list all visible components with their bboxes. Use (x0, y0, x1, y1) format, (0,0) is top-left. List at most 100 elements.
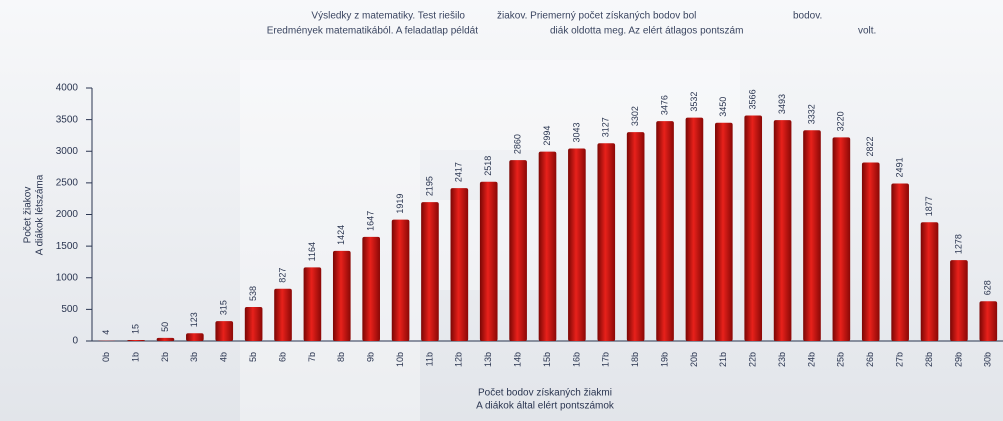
y-tick-label: 1500 (56, 241, 79, 252)
title-part: Eredmények matematikából. A feladatlap p… (267, 26, 478, 37)
bar (362, 236, 380, 341)
x-tick-label: 3b (189, 352, 199, 362)
bar (509, 160, 527, 341)
value-label: 4 (101, 330, 111, 335)
x-tick-label: 12b (454, 352, 464, 367)
title-part: diák oldotta meg. Az elért átlagos ponts… (550, 26, 743, 37)
x-tick-label: 22b (748, 352, 758, 367)
y-tick-label: 0 (72, 336, 78, 347)
bar (891, 183, 909, 341)
bar (421, 202, 439, 341)
x-tick-label: 4b (219, 352, 229, 362)
bar (568, 148, 586, 341)
x-tick-label: 15b (542, 352, 552, 367)
x-tick-label: 30b (983, 352, 993, 367)
bar (186, 333, 204, 341)
x-tick-label: 29b (953, 352, 963, 367)
value-label: 3476 (659, 95, 669, 115)
bar (861, 162, 880, 341)
x-tick-label: 28b (924, 352, 934, 367)
x-tick-label: 10b (395, 352, 405, 367)
bar (479, 181, 498, 341)
value-label: 538 (248, 286, 258, 301)
bar (685, 117, 704, 341)
bar (538, 151, 557, 341)
x-tick-label: 26b (865, 352, 875, 367)
x-tick-label: 1b (130, 352, 140, 362)
y-tick-label: 4000 (56, 83, 79, 94)
x-tick-label: 11b (424, 352, 434, 366)
value-label: 2195 (424, 176, 434, 196)
y-tick-label: 2500 (56, 178, 79, 189)
bar (920, 222, 939, 341)
x-tick-label: 9b (366, 352, 376, 362)
bar (156, 337, 175, 341)
value-label: 50 (160, 322, 170, 332)
bar (626, 132, 645, 341)
value-label: 3493 (777, 94, 787, 114)
x-tick-label: 5b (248, 352, 258, 362)
bar (303, 267, 322, 341)
x-axis-label: Počet bodov získaných žiakmi (478, 388, 612, 399)
bar (274, 288, 292, 341)
x-tick-label: 16b (571, 352, 581, 367)
value-label: 2860 (512, 134, 522, 154)
x-tick-label: 20b (689, 352, 699, 367)
y-axis-label: A diákok létszáma (35, 174, 46, 255)
x-tick-label: 8b (336, 352, 346, 362)
bar (244, 306, 263, 341)
x-tick-label: 25b (836, 352, 846, 367)
x-tick-label: 18b (630, 352, 640, 367)
bar (127, 340, 145, 341)
y-tick-label: 3500 (56, 114, 79, 125)
x-tick-label: 0b (101, 352, 111, 362)
bar (391, 219, 410, 341)
value-label: 2994 (542, 126, 552, 146)
x-tick-label: 21b (718, 352, 728, 367)
x-tick-label: 24b (806, 352, 816, 367)
y-axis-label: Počet žiakov (23, 187, 34, 244)
value-label: 2518 (483, 156, 493, 176)
bar (332, 250, 351, 341)
bar (215, 321, 234, 341)
x-tick-label: 19b (659, 352, 669, 367)
x-tick-label: 27b (895, 352, 905, 367)
x-tick-label: 7b (307, 352, 317, 362)
value-label: 1164 (307, 242, 317, 261)
title-part: Výsledky z matematiky. Test riešilo (311, 11, 465, 22)
value-label: 1278 (953, 234, 963, 254)
bar (803, 130, 821, 341)
value-label: 15 (130, 324, 140, 334)
value-label: 628 (983, 280, 993, 295)
bar (656, 121, 674, 341)
value-label: 2491 (895, 157, 905, 177)
value-label: 123 (189, 312, 199, 327)
value-label: 3450 (718, 97, 728, 117)
value-label: 1647 (366, 211, 376, 231)
y-tick-label: 3000 (56, 146, 79, 157)
value-label: 3532 (689, 92, 699, 112)
value-label: 3127 (601, 117, 611, 137)
bar (979, 301, 998, 341)
bar (450, 188, 469, 341)
bar (744, 115, 763, 341)
y-tick-label: 2000 (56, 209, 79, 220)
title-part: volt. (858, 26, 876, 37)
value-label: 1424 (336, 225, 346, 245)
y-tick-label: 1000 (56, 272, 79, 283)
title-part: žiakov. Priemerný počet získaných bodov … (497, 11, 696, 22)
value-label: 3332 (806, 104, 816, 124)
value-label: 1877 (924, 196, 934, 216)
value-label: 1919 (395, 194, 405, 214)
value-label: 3302 (630, 106, 640, 126)
value-label: 2822 (865, 136, 875, 156)
y-tick-label: 500 (61, 304, 78, 315)
x-tick-label: 6b (277, 352, 287, 362)
bar (773, 120, 792, 341)
bar (715, 122, 733, 341)
value-label: 315 (219, 300, 229, 315)
value-label: 3043 (571, 122, 581, 142)
value-label: 2417 (454, 162, 464, 182)
